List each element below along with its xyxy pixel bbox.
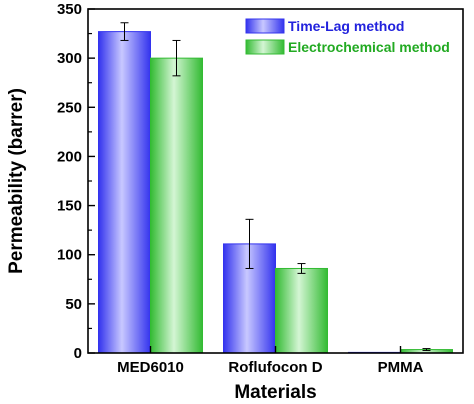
- x-tick-label: PMMA: [378, 359, 424, 376]
- y-tick-label: 300: [57, 50, 82, 67]
- bar-med6010-series-0: [98, 31, 151, 354]
- y-tick-label: 350: [57, 1, 82, 18]
- x-axis-ticks: MED6010 Roflufocon D PMMA: [117, 346, 424, 376]
- error-bars-group: [120, 22, 431, 352]
- x-tick-label: MED6010: [117, 359, 184, 376]
- y-tick-label: 0: [74, 345, 82, 362]
- error-bar-med6010-series-1: [172, 39, 181, 77]
- y-tick-label: 200: [57, 148, 82, 165]
- y-tick-label: 50: [65, 296, 82, 313]
- x-axis-title: Materials: [234, 382, 316, 403]
- legend: Time-Lag method Electrochemical method: [245, 18, 450, 55]
- y-tick-label: 150: [57, 198, 82, 215]
- error-bar-roflufocon-d-series-0: [245, 218, 254, 269]
- legend-label-electrochemical: Electrochemical method: [288, 39, 450, 55]
- bars-group: [98, 31, 453, 354]
- legend-swatch-time-lag: [245, 18, 285, 34]
- error-bar-roflufocon-d-series-1: [297, 263, 306, 274]
- y-tick-label: 250: [57, 99, 82, 116]
- bar-roflufocon-d-series-1: [275, 267, 328, 354]
- legend-label-time-lag: Time-Lag method: [288, 18, 404, 34]
- x-tick-label: Roflufocon D: [228, 359, 322, 376]
- y-axis-ticks: 0 50 100 150 200 250 300 350: [57, 1, 95, 362]
- y-axis-title: Permeability (barrer): [6, 88, 27, 274]
- error-bar-pmma-series-1: [422, 348, 431, 352]
- error-bar-med6010-series-0: [120, 22, 129, 41]
- y-tick-label: 100: [57, 247, 82, 264]
- bar-med6010-series-1: [150, 57, 203, 354]
- legend-swatch-electrochemical: [245, 39, 285, 55]
